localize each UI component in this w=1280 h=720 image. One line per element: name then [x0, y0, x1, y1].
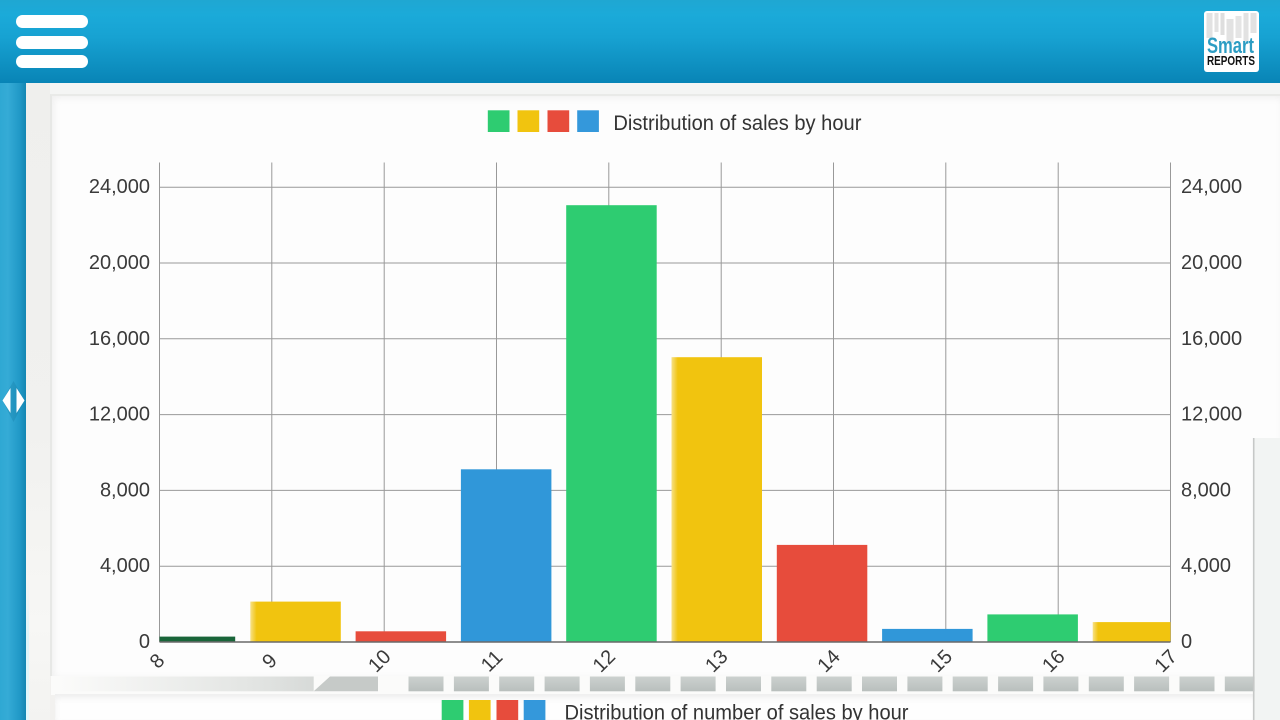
svg-text:16,000: 16,000 — [89, 328, 150, 350]
svg-text:16,000: 16,000 — [1181, 328, 1242, 350]
svg-text:12,000: 12,000 — [1181, 404, 1242, 426]
svg-text:4,000: 4,000 — [1181, 555, 1231, 577]
svg-text:REPORTS: REPORTS — [1207, 54, 1255, 68]
svg-text:0: 0 — [1181, 631, 1192, 653]
svg-text:24,000: 24,000 — [1181, 176, 1242, 198]
svg-text:8,000: 8,000 — [1181, 479, 1231, 501]
svg-text:15: 15 — [926, 646, 957, 677]
svg-text:11: 11 — [477, 646, 507, 676]
svg-text:9: 9 — [258, 650, 281, 673]
svg-text:14: 14 — [813, 646, 844, 677]
svg-text:24,000: 24,000 — [89, 176, 150, 198]
svg-text:8,000: 8,000 — [100, 479, 150, 501]
svg-text:Distribution of number of sale: Distribution of number of sales by hour — [565, 701, 909, 720]
svg-text:20,000: 20,000 — [89, 252, 150, 274]
svg-text:10: 10 — [364, 646, 395, 677]
svg-text:16: 16 — [1038, 646, 1069, 677]
svg-text:Smart: Smart — [1207, 33, 1255, 58]
svg-text:8: 8 — [146, 650, 169, 673]
svg-text:20,000: 20,000 — [1181, 252, 1242, 274]
svg-text:17: 17 — [1150, 646, 1181, 677]
svg-text:4,000: 4,000 — [100, 555, 150, 577]
svg-text:Distribution of sales by hour: Distribution of sales by hour — [613, 111, 861, 135]
svg-text:12: 12 — [589, 646, 620, 677]
svg-text:0: 0 — [139, 631, 150, 653]
svg-text:12,000: 12,000 — [89, 404, 150, 426]
svg-text:13: 13 — [701, 646, 732, 677]
